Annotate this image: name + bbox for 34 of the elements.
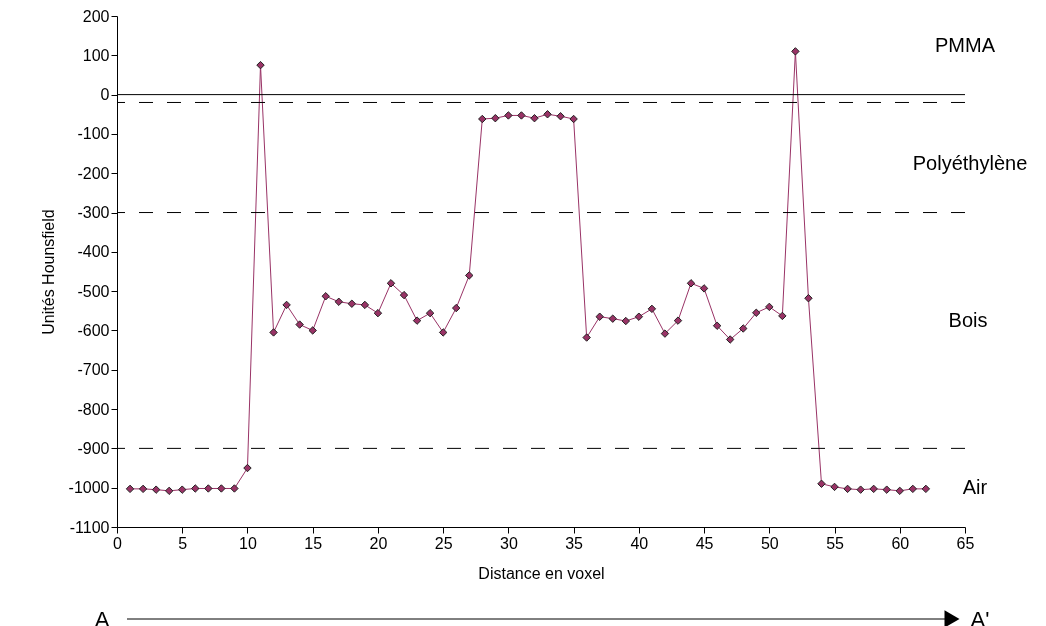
x-tick-label: 60 [891,534,910,552]
y-tick-label: 200 [82,7,110,25]
x-tick-label: 15 [304,534,323,552]
y-axis-title: Unités Hounsfield [39,209,57,335]
x-axis-title: Distance en voxel [478,564,605,582]
y-tick-label: -500 [77,282,110,300]
y-tick-label: -600 [77,321,110,339]
x-tick-label: 30 [499,534,518,552]
y-tick-label: -400 [77,243,110,261]
x-tick-label: 45 [695,534,714,552]
y-tick-label: -1000 [68,479,110,497]
x-tick-label: 20 [369,534,388,552]
y-tick-label: 0 [100,86,110,104]
x-tick-label: 5 [178,534,188,552]
x-tick-label: 55 [826,534,845,552]
x-tick-label: 50 [760,534,779,552]
y-tick-label: -700 [77,361,110,379]
annotation: Bois [948,309,988,331]
x-tick-label: 10 [239,534,257,552]
x-tick-label: 65 [956,534,975,552]
y-tick-label: -100 [77,125,110,143]
y-tick-label: -1100 [69,518,110,536]
annotation: Polyéthylène [912,152,1028,174]
annotation: Air [962,476,988,498]
x-tick-label: 35 [565,534,584,552]
x-tick-label: 0 [113,534,123,552]
x-tick-label: 25 [434,534,453,552]
annotation: PMMA [935,34,996,56]
y-tick-label: -300 [77,204,110,222]
y-tick-label: -900 [77,439,110,457]
x-tick-label: 40 [630,534,649,552]
y-tick-label: 100 [82,46,110,64]
y-tick-label: -200 [77,164,110,182]
y-tick-label: -800 [77,400,110,418]
